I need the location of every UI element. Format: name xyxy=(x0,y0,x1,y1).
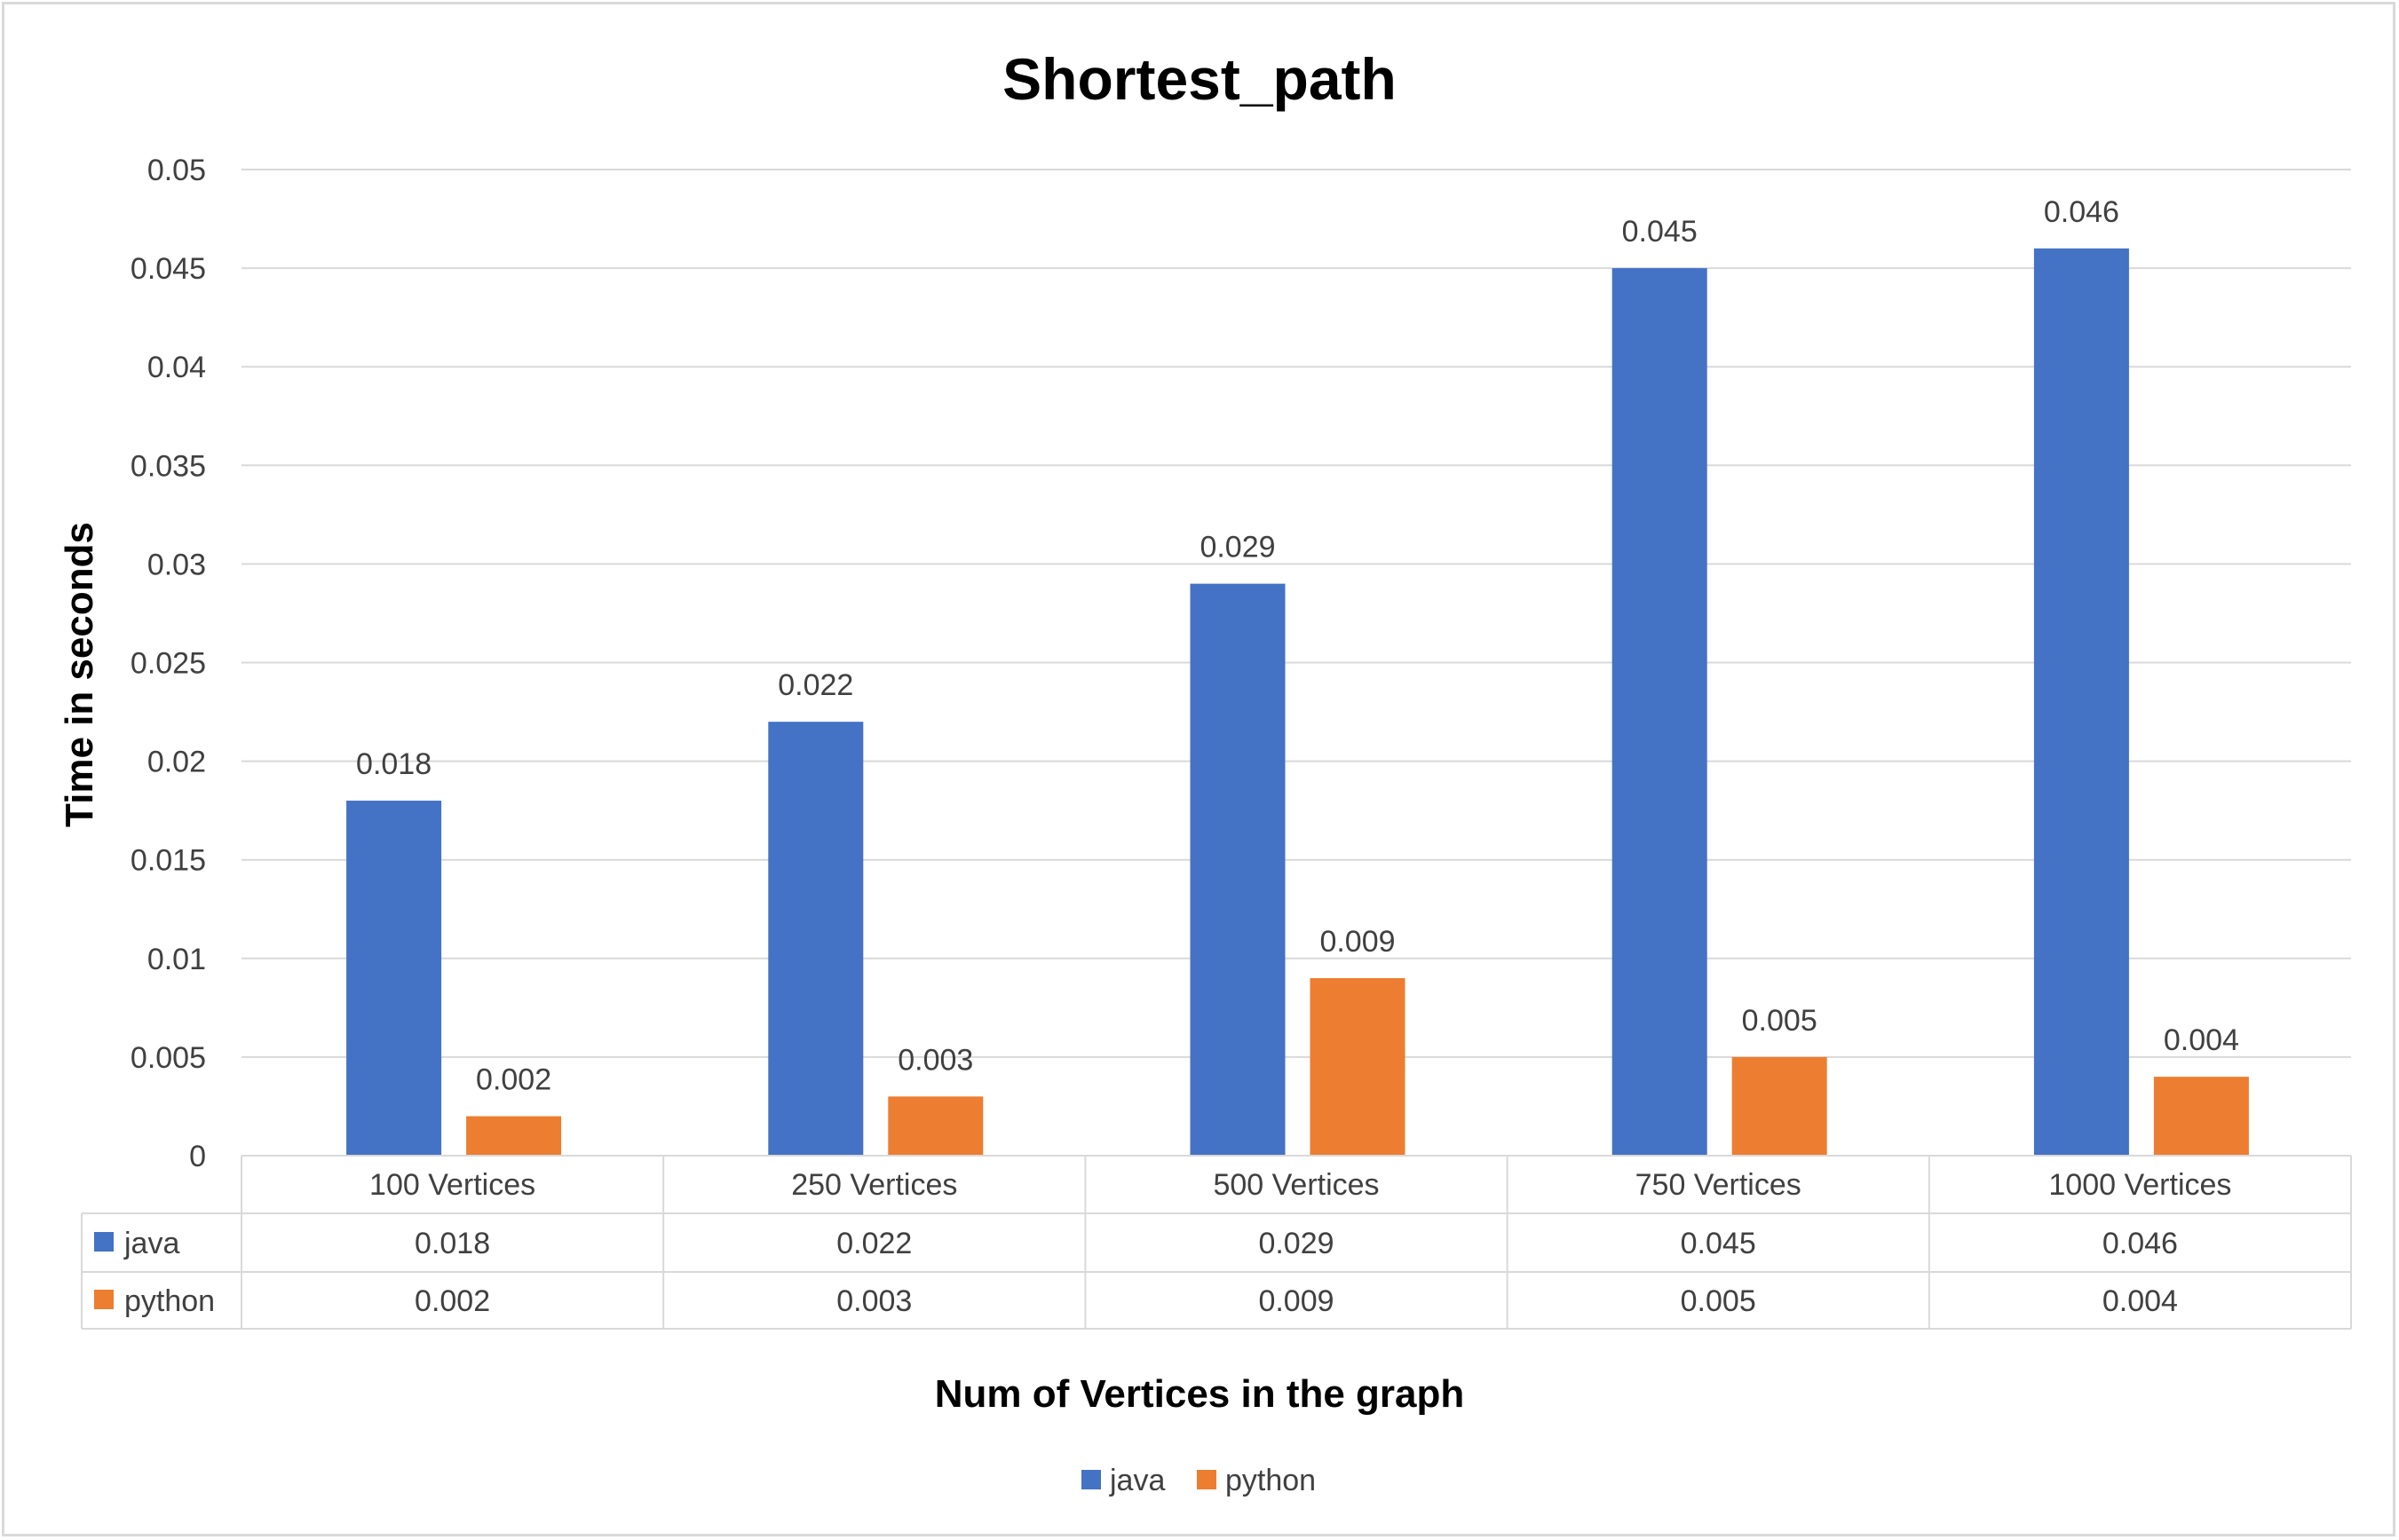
bar-python xyxy=(2153,1077,2249,1156)
y-tick-label: 0.05 xyxy=(147,154,206,187)
table-cell: 0.046 xyxy=(2102,1227,2178,1260)
bar-python xyxy=(1310,978,1405,1156)
table-cell: 0.018 xyxy=(415,1227,490,1260)
y-tick-label: 0.02 xyxy=(147,746,206,779)
data-label-python: 0.003 xyxy=(898,1043,973,1077)
data-label-java: 0.046 xyxy=(2044,195,2119,229)
bar-java xyxy=(1611,268,1707,1157)
legend-label-java: java xyxy=(1109,1464,1165,1497)
data-label-java: 0.029 xyxy=(1200,531,1275,565)
table-cell: 0.029 xyxy=(1258,1227,1334,1260)
table-cell: 0.009 xyxy=(1258,1284,1334,1318)
bar-python xyxy=(1731,1056,1827,1156)
table-legend-key-java xyxy=(94,1232,114,1252)
category-label: 250 Vertices xyxy=(791,1168,957,1202)
bar-java xyxy=(2033,248,2129,1156)
data-table: 100 Vertices 250 Vertices 500 Vertices 750 … xyxy=(81,1155,2352,1330)
y-tick-label: 0.025 xyxy=(131,647,206,681)
table-cell: 0.003 xyxy=(836,1284,912,1318)
y-axis-ticks: 0 0.005 0.01 0.015 0.02 0.025 0.03 0.035 0.04 0.0… xyxy=(131,154,206,1173)
bar-python xyxy=(888,1096,984,1156)
bar-python xyxy=(466,1116,562,1156)
legend: java python xyxy=(1081,1464,1316,1497)
legend-swatch-python xyxy=(1197,1470,1216,1489)
data-label-java: 0.022 xyxy=(778,668,853,702)
bar-java xyxy=(768,722,864,1156)
category-label: 100 Vertices xyxy=(369,1168,535,1202)
data-label-python: 0.005 xyxy=(1742,1004,1817,1038)
table-series-name: java xyxy=(123,1227,179,1260)
table-cell: 0.002 xyxy=(415,1284,490,1318)
chart-title: Shortest_path xyxy=(1002,46,1397,112)
table-cell: 0.005 xyxy=(1681,1284,1756,1318)
y-tick-label: 0.005 xyxy=(131,1041,206,1075)
y-tick-label: 0 xyxy=(189,1140,206,1173)
bar-java xyxy=(1190,583,1286,1156)
x-axis-title: Num of Vertices in the graph xyxy=(935,1372,1465,1416)
legend-swatch-java xyxy=(1081,1470,1101,1489)
bar-java xyxy=(346,801,442,1156)
table-series-name: python xyxy=(124,1284,215,1318)
data-label-java: 0.045 xyxy=(1622,215,1698,249)
table-cell: 0.022 xyxy=(836,1227,912,1260)
data-label-python: 0.002 xyxy=(476,1063,551,1097)
data-label-python: 0.009 xyxy=(1319,925,1395,959)
y-tick-label: 0.045 xyxy=(131,252,206,286)
y-axis-title: Time in seconds xyxy=(58,522,101,827)
legend-label-python: python xyxy=(1225,1464,1316,1497)
category-label: 750 Vertices xyxy=(1635,1168,1801,1202)
data-labels: 0.018 0.022 0.029 0.045 0.046 0.002 0.003 0.009… xyxy=(356,195,2239,1097)
y-tick-label: 0.035 xyxy=(131,449,206,483)
y-tick-label: 0.04 xyxy=(147,351,206,384)
y-tick-label: 0.01 xyxy=(147,943,206,976)
data-label-java: 0.018 xyxy=(356,747,432,781)
table-cell: 0.004 xyxy=(2102,1284,2178,1318)
bars xyxy=(346,248,2249,1157)
data-label-python: 0.004 xyxy=(2164,1023,2239,1057)
y-tick-label: 0.015 xyxy=(131,844,206,878)
category-label: 1000 Vertices xyxy=(2048,1168,2231,1202)
y-tick-label: 0.03 xyxy=(147,548,206,581)
category-label: 500 Vertices xyxy=(1213,1168,1379,1202)
table-legend-key-python xyxy=(94,1290,114,1309)
table-cell: 0.045 xyxy=(1681,1227,1756,1260)
